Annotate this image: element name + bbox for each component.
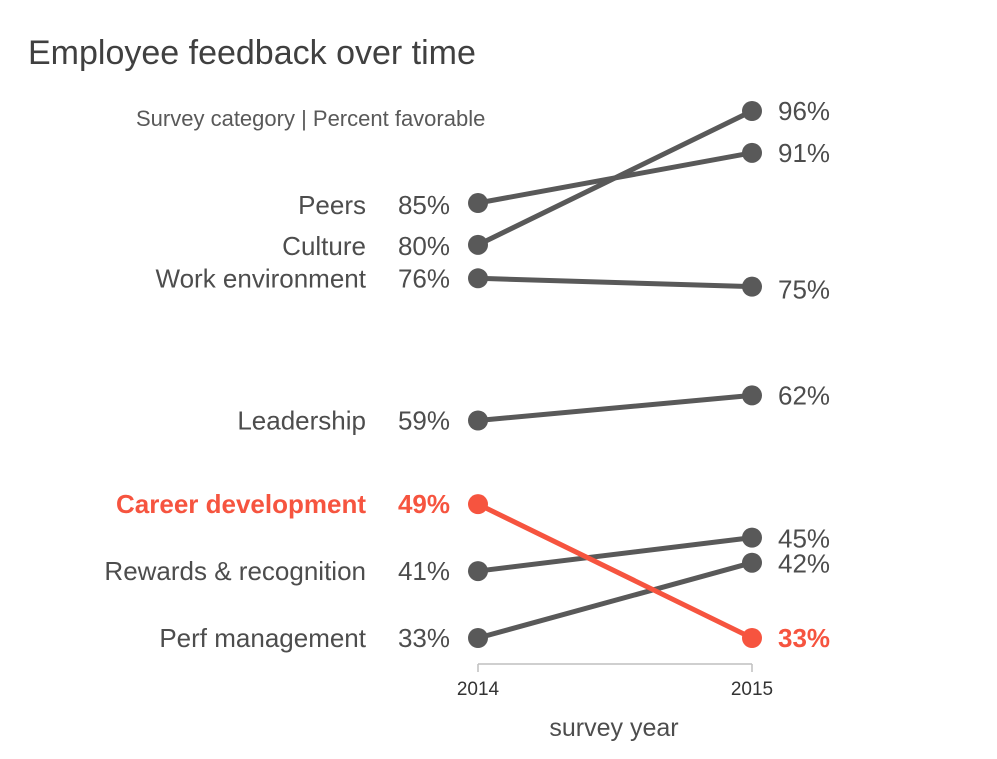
category-label-culture: Culture — [282, 231, 366, 261]
value-label-2014-perf-management: 33% — [398, 623, 450, 653]
point-2014-perf-management — [468, 628, 488, 648]
value-label-2015-work-environment: 75% — [778, 275, 830, 305]
category-label-career-development: Career development — [116, 489, 366, 519]
category-label-leadership: Leadership — [237, 406, 366, 436]
series-line-career-development — [475, 501, 755, 641]
series-line-leadership — [475, 392, 755, 424]
value-label-2014-leadership: 59% — [398, 406, 450, 436]
series-line-perf-management — [475, 560, 755, 641]
value-label-2014-career-development: 49% — [398, 489, 450, 519]
category-label-perf-management: Perf management — [159, 623, 366, 653]
point-2015-rewards-and-recognition — [742, 527, 762, 548]
point-2015-perf-management — [742, 552, 762, 573]
point-2014-rewards-and-recognition — [468, 561, 488, 582]
x-tick-label-2014: 2014 — [457, 679, 500, 700]
point-2015-culture — [742, 101, 762, 121]
value-label-2015-career-development: 33% — [778, 623, 830, 653]
point-2015-peers — [742, 142, 762, 163]
chart-title: Employee feedback over time — [28, 34, 476, 72]
point-2014-peers — [468, 193, 488, 214]
value-label-2015-rewards-and-recognition: 45% — [778, 524, 830, 554]
point-2014-career-development — [468, 494, 488, 515]
value-label-2015-leadership: 62% — [778, 380, 830, 410]
point-2015-career-development — [742, 628, 762, 648]
x-tick-label-2015: 2015 — [731, 679, 773, 700]
category-label-work-environment: Work environment — [156, 263, 367, 293]
value-label-2015-culture: 96% — [778, 96, 830, 126]
series-line-work-environment — [475, 275, 755, 290]
value-label-2015-perf-management: 42% — [778, 549, 830, 579]
x-axis-label: survey year — [549, 714, 678, 742]
point-2014-leadership — [468, 410, 488, 431]
value-label-2014-work-environment: 76% — [398, 263, 450, 293]
series-line-culture — [475, 108, 755, 248]
value-label-2014-peers: 85% — [398, 190, 450, 220]
value-label-2015-peers: 91% — [778, 138, 830, 168]
value-label-2014-rewards-and-recognition: 41% — [398, 556, 450, 586]
chart-subtitle: Survey category | Percent favorable — [136, 106, 485, 131]
category-label-peers: Peers — [298, 190, 366, 220]
series-layer: Peers 85% 91% Culture 80% 96% Work environment… — [104, 96, 830, 653]
point-2015-work-environment — [742, 276, 762, 297]
point-2014-culture — [468, 234, 488, 255]
point-2015-leadership — [742, 385, 762, 406]
point-2014-work-environment — [468, 268, 488, 289]
value-label-2014-culture: 80% — [398, 231, 450, 261]
category-label-rewards-and-recognition: Rewards & recognition — [104, 556, 366, 586]
series-line-rewards-and-recognition — [475, 535, 755, 574]
